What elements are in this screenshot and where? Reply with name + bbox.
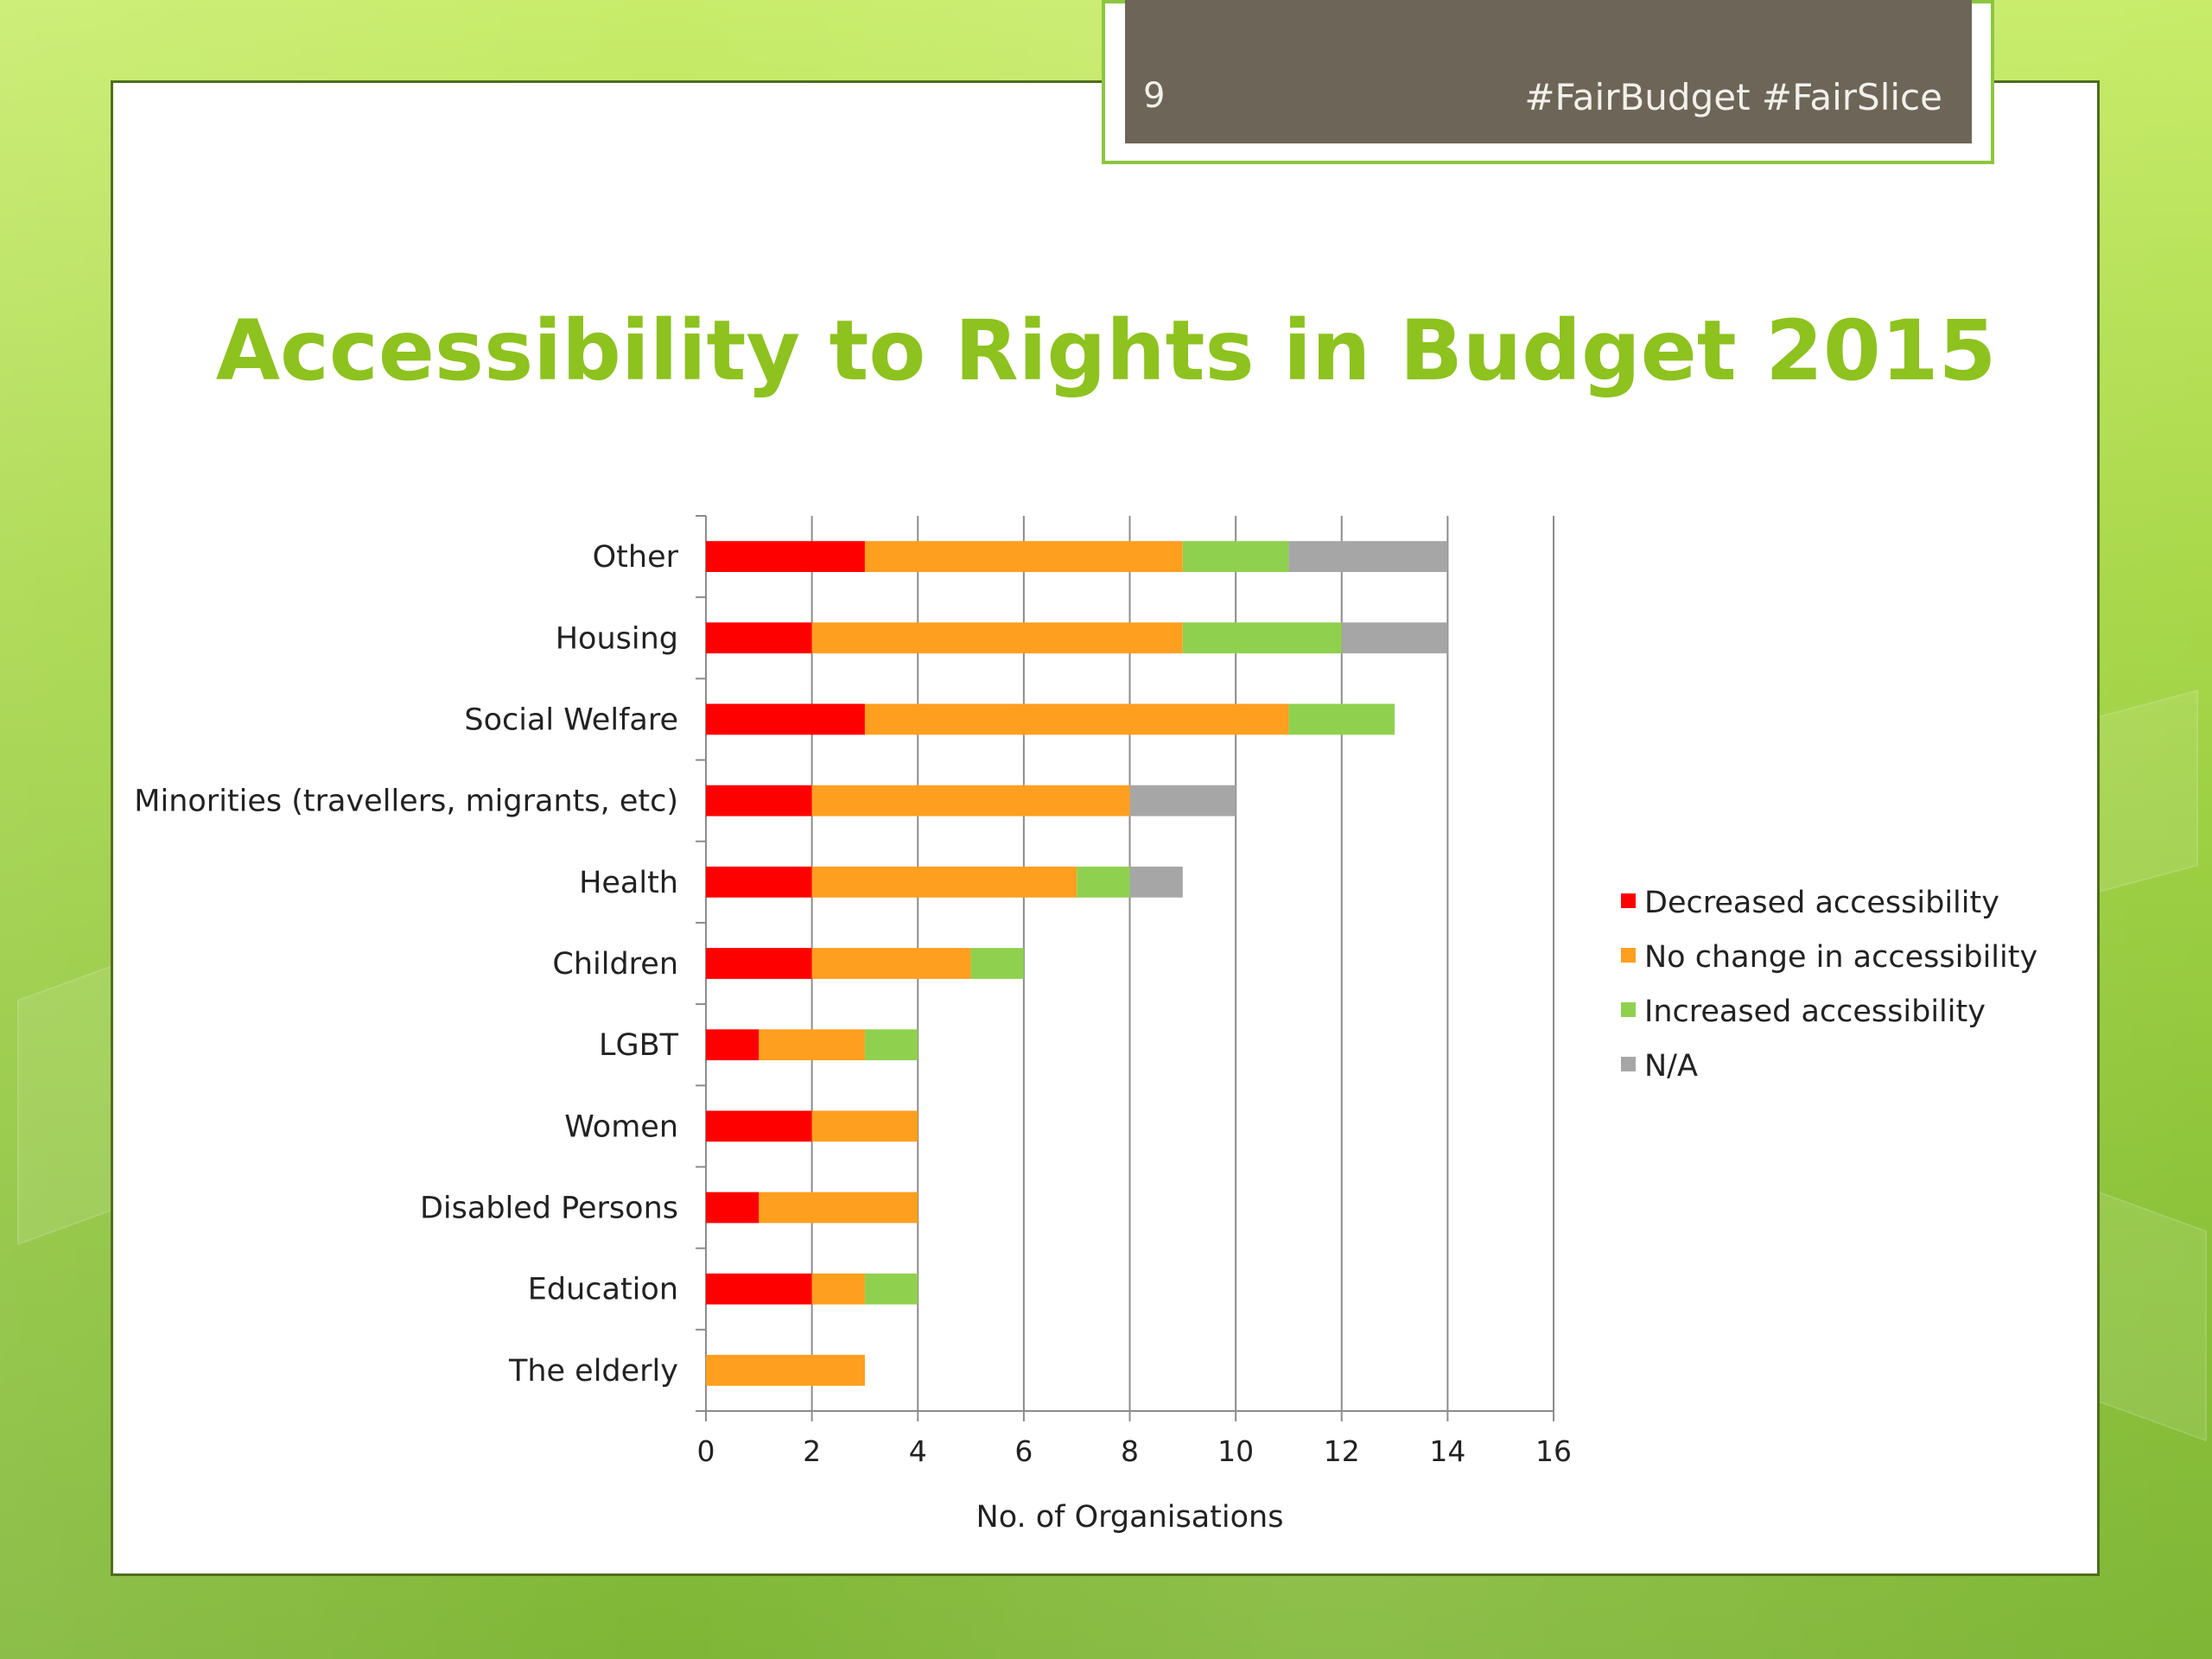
bar-segment <box>811 866 1077 898</box>
category-label: Social Welfare <box>464 702 678 737</box>
bar-segment <box>706 622 812 654</box>
bar-segment <box>811 785 1130 817</box>
x-tick-label: 4 <box>909 1434 927 1468</box>
bar-segment <box>811 948 971 979</box>
category-label: Health <box>579 866 678 900</box>
x-tick-label: 8 <box>1121 1434 1139 1468</box>
bar-segment <box>1129 866 1183 898</box>
bar-segment <box>864 1029 918 1061</box>
bar-segment <box>706 703 865 735</box>
category-label: Housing <box>556 621 678 656</box>
bar-segment <box>1182 541 1289 572</box>
bar-segment <box>1077 866 1130 898</box>
x-tick-label: 10 <box>1217 1434 1254 1468</box>
bar-segment <box>1182 622 1342 654</box>
bar-segment <box>970 948 1024 979</box>
bar-segment <box>759 1029 865 1061</box>
bar-segment <box>706 1110 812 1142</box>
bar-segment <box>706 1273 812 1305</box>
legend-swatch <box>1621 1057 1636 1071</box>
category-label: Children <box>552 947 678 982</box>
x-tick-label: 6 <box>1014 1434 1033 1468</box>
bar-segment <box>1288 703 1395 735</box>
bar-segment <box>706 1192 760 1224</box>
x-tick-label: 12 <box>1324 1434 1360 1468</box>
bar-segment <box>706 1029 760 1061</box>
bar-segment <box>706 541 865 572</box>
category-label: The elderly <box>508 1354 678 1389</box>
bar-segment <box>1288 541 1448 572</box>
bar-segment <box>1341 622 1448 654</box>
x-tick-label: 2 <box>803 1434 821 1468</box>
x-tick-label: 0 <box>697 1434 715 1468</box>
bar-segment <box>706 948 812 979</box>
bar-segment <box>1129 785 1236 817</box>
bar-segment <box>864 1273 918 1305</box>
category-label: Disabled Persons <box>420 1192 678 1226</box>
legend-label: N/A <box>1644 1049 1698 1084</box>
category-label: Minorities (travellers, migrants, etc) <box>134 785 678 819</box>
header-banner <box>1125 0 1972 143</box>
bar-segment <box>759 1192 918 1224</box>
bar-segment <box>811 1110 918 1142</box>
bar-segment <box>706 866 812 898</box>
category-label: Education <box>528 1273 678 1307</box>
bar-segment <box>706 1355 865 1386</box>
x-tick-label: 14 <box>1429 1434 1465 1468</box>
bar-segment <box>811 1273 865 1305</box>
x-tick-label: 16 <box>1535 1434 1572 1468</box>
page-number: 9 <box>1143 76 1166 116</box>
category-label: LGBT <box>599 1028 679 1063</box>
hashtags: #FairBudget #FairSlice <box>1524 76 1942 118</box>
legend-label: Decreased accessibility <box>1644 886 1999 920</box>
legend-label: Increased accessibility <box>1644 995 1986 1029</box>
slide-panel <box>111 80 2100 1576</box>
bar-segment <box>811 622 1183 654</box>
x-axis-title: No. of Organisations <box>976 1500 1284 1535</box>
bar-segment <box>706 785 812 817</box>
legend-label: No change in accessibility <box>1644 940 2037 975</box>
slide-title: Accessibility to Rights in Budget 2015 <box>215 302 1997 399</box>
bar-segment <box>864 541 1183 572</box>
category-label: Women <box>564 1109 678 1144</box>
legend-swatch <box>1621 948 1636 963</box>
category-label: Other <box>593 540 679 575</box>
legend-swatch <box>1621 1002 1636 1017</box>
bar-segment <box>864 703 1289 735</box>
legend-swatch <box>1621 893 1636 908</box>
